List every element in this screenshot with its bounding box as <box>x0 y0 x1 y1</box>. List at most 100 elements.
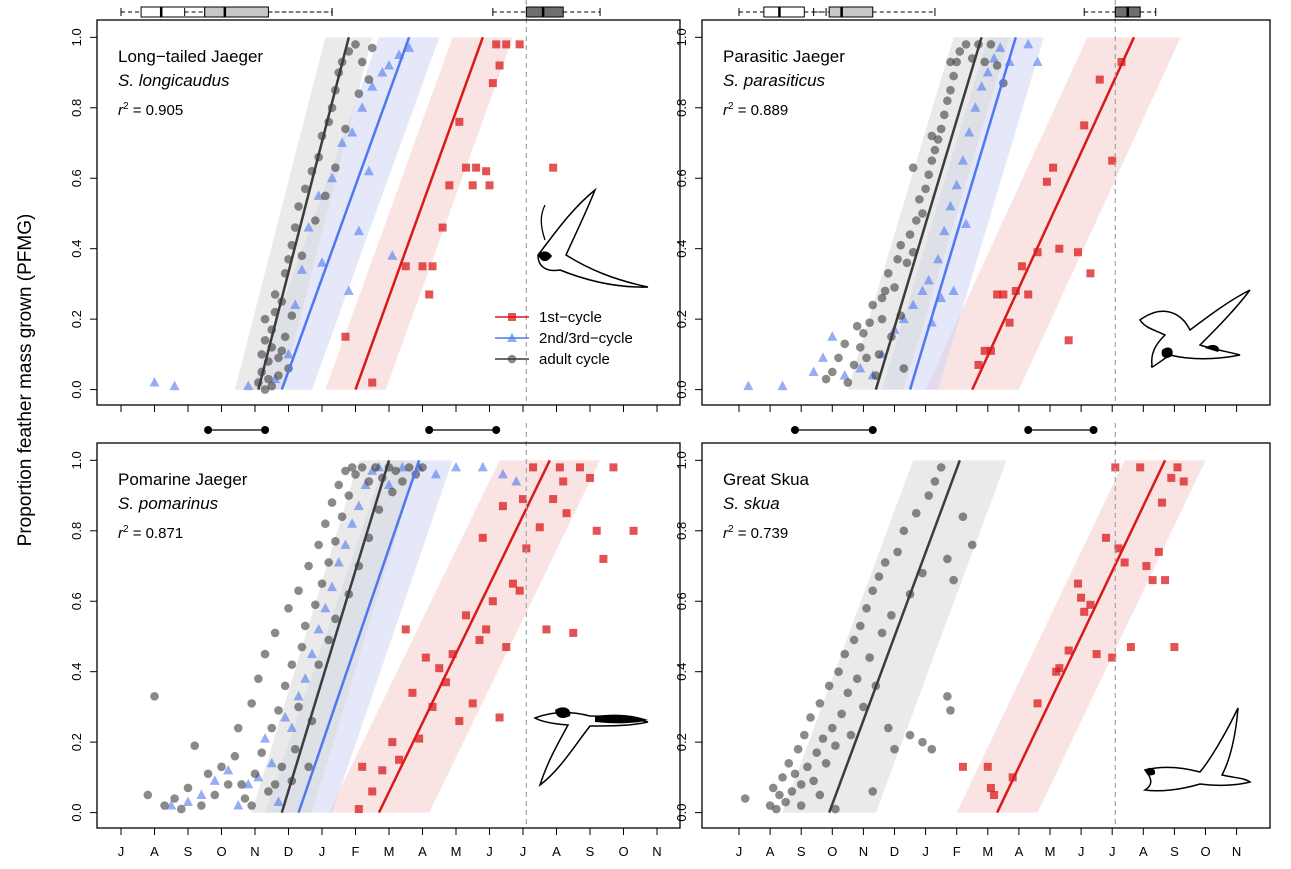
data-point-adult-cycle <box>334 480 344 490</box>
x-tick-label: O <box>827 844 837 859</box>
data-point-second-third-cycle <box>169 380 180 391</box>
data-point-adult-cycle <box>918 737 927 747</box>
fit-line <box>297 459 421 814</box>
data-point-adult-cycle <box>868 787 878 796</box>
data-point-first-cycle <box>1126 643 1135 652</box>
data-point-adult-cycle <box>311 600 320 610</box>
data-point-adult-cycle <box>317 579 327 588</box>
data-point-first-cycle <box>535 523 544 532</box>
data-point-first-cycle <box>1095 75 1104 84</box>
data-point-second-third-cycle <box>253 771 264 782</box>
panel-bottom-right: 0.0 0.2 0.4 0.6 0.8 1.0 J A S O N D J F M A M J J A S O N Great… <box>674 423 1271 859</box>
data-point-adult-cycle <box>946 57 955 67</box>
x-tick-label: J <box>319 844 326 859</box>
data-point-adult-cycle <box>834 353 843 363</box>
data-point-second-third-cycle <box>347 518 358 528</box>
data-point-first-cycle <box>592 526 601 535</box>
range-bar-left <box>204 426 270 434</box>
data-point-first-cycle <box>482 625 491 634</box>
data-point-first-cycle <box>549 163 558 172</box>
data-point-first-cycle <box>1179 477 1188 486</box>
fit-line <box>280 36 411 391</box>
x-tick-label: J <box>922 844 929 859</box>
data-point-first-cycle <box>425 290 434 299</box>
range-end <box>868 426 877 434</box>
data-point-first-cycle <box>368 787 377 796</box>
data-point-adult-cycle <box>331 614 340 624</box>
top-boxplot-right <box>1083 6 1157 18</box>
data-point-first-cycle <box>378 766 387 775</box>
data-point-adult-cycle <box>297 642 307 652</box>
data-point-adult-cycle <box>250 769 260 779</box>
data-point-second-third-cycle <box>313 190 324 200</box>
data-point-first-cycle <box>1011 286 1020 295</box>
data-point-first-cycle <box>1055 664 1064 673</box>
data-point-adult-cycle <box>930 477 940 486</box>
y-tick-label: 0.0 <box>69 381 84 399</box>
data-point-second-third-cycle <box>333 556 344 567</box>
panel-frame <box>701 442 1271 829</box>
y-tick-label: 0.0 <box>674 804 689 822</box>
data-point-adult-cycle <box>949 575 958 585</box>
data-point-second-third-cycle <box>948 285 959 295</box>
data-point-first-cycle <box>1148 576 1157 585</box>
data-point-second-third-cycle <box>939 225 950 236</box>
data-point-adult-cycle <box>815 790 825 800</box>
x-tick-label: M <box>1045 844 1056 859</box>
data-point-adult-cycle <box>347 463 357 472</box>
data-point-adult-cycle <box>815 699 825 708</box>
data-point-first-cycle <box>609 463 618 472</box>
data-point-second-third-cycle <box>827 331 838 341</box>
data-point-first-cycle <box>1142 562 1151 571</box>
panel-top-right: 0.0 0.2 0.4 0.6 0.8 1.0 Parasitic Jaeger S. par… <box>674 0 1271 412</box>
data-point-adult-cycle <box>927 744 937 754</box>
data-point-second-third-cycle <box>839 370 850 380</box>
data-point-adult-cycle <box>818 734 828 743</box>
data-point-first-cycle <box>1170 643 1179 652</box>
data-point-adult-cycle <box>849 360 859 370</box>
data-point-first-cycle <box>980 346 989 355</box>
data-point-first-cycle <box>1033 248 1042 257</box>
data-point-second-third-cycle <box>327 172 338 183</box>
data-point-adult-cycle <box>274 353 283 363</box>
data-point-adult-cycle <box>280 332 290 342</box>
range-end <box>425 426 434 434</box>
data-point-first-cycle <box>428 702 437 711</box>
data-point-first-cycle <box>993 290 1002 299</box>
data-point-adult-cycle <box>364 75 374 84</box>
data-point-adult-cycle <box>843 688 853 698</box>
data-point-first-cycle <box>341 332 350 341</box>
y-tick-label: 0.2 <box>674 733 689 751</box>
y-tick-label: 1.0 <box>674 451 689 469</box>
data-point-first-cycle <box>421 653 430 662</box>
data-point-adult-cycle <box>859 328 868 338</box>
data-point-adult-cycle <box>943 692 952 701</box>
data-point-adult-cycle <box>327 498 337 507</box>
data-point-adult-cycle <box>899 364 909 373</box>
data-point-second-third-cycle <box>808 366 819 376</box>
data-point-first-cycle <box>492 40 501 49</box>
data-point-adult-cycle <box>294 202 303 211</box>
data-point-adult-cycle <box>868 300 878 310</box>
data-point-adult-cycle <box>367 43 377 53</box>
bird-head <box>1161 347 1173 358</box>
x-tick-label: J <box>118 844 125 859</box>
data-point-adult-cycle <box>852 321 862 331</box>
data-point-first-cycle <box>485 181 494 190</box>
data-point-first-cycle <box>428 262 437 271</box>
data-point-second-third-cycle <box>300 673 311 683</box>
data-point-first-cycle <box>445 181 454 190</box>
data-point-adult-cycle <box>824 681 834 691</box>
data-point-first-cycle <box>462 163 471 172</box>
data-point-adult-cycle <box>170 794 179 803</box>
data-point-first-cycle <box>586 473 594 482</box>
x-tick-label: N <box>652 844 661 859</box>
data-point-adult-cycle <box>294 702 303 712</box>
y-tick-label: 0.8 <box>69 99 84 117</box>
y-tick-label: 0.8 <box>69 522 84 540</box>
data-point-adult-cycle <box>351 40 360 49</box>
data-point-adult-cycle <box>946 706 955 715</box>
panel-title: Great Skua <box>723 470 810 489</box>
data-point-adult-cycle <box>290 223 300 232</box>
y-tick-label: 0.2 <box>674 310 689 328</box>
